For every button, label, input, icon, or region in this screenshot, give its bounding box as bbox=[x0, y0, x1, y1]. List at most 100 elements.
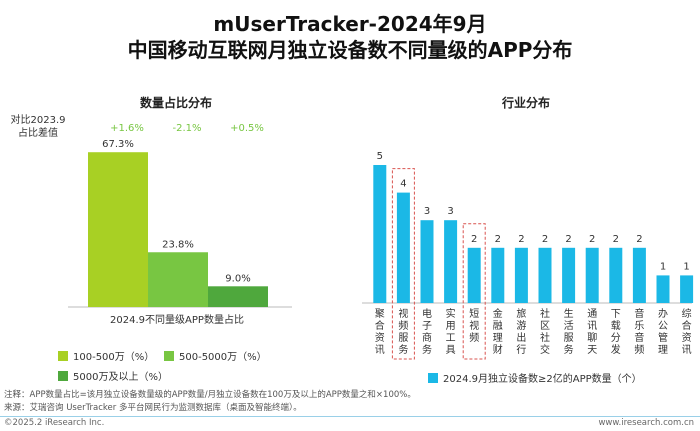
right-category-char: 服 bbox=[564, 332, 574, 344]
right-category-char: 务 bbox=[564, 343, 574, 356]
right-bar-1 bbox=[373, 165, 387, 303]
right-value-label-10: 2 bbox=[589, 234, 595, 245]
right-category-char: 旅 bbox=[516, 307, 526, 320]
right-category-char: 实 bbox=[446, 307, 456, 320]
legend-swatch-3 bbox=[58, 370, 68, 381]
right-value-label-14: 1 bbox=[683, 261, 689, 272]
right-legend: 2024.9月独立设备数≥2亿的APP数量（个） bbox=[428, 370, 642, 385]
right-bar-4 bbox=[444, 220, 458, 303]
left-value-label-3: 9.0% bbox=[225, 273, 250, 284]
right-category-label-12: 音乐音频 bbox=[634, 307, 644, 356]
left-diff-label-2: -2.1% bbox=[172, 123, 201, 134]
compare-label-line2: 占比差值 bbox=[18, 128, 58, 139]
right-category-char: 载 bbox=[611, 320, 621, 332]
right-category-char: 短 bbox=[469, 307, 479, 320]
left-value-label-1: 67.3% bbox=[102, 139, 134, 150]
right-category-char: 乐 bbox=[634, 320, 644, 332]
right-category-char: 分 bbox=[611, 332, 621, 344]
right-category-char: 视 bbox=[469, 319, 479, 332]
left-chart-title: 数量占比分布 bbox=[140, 96, 213, 110]
right-bar-11 bbox=[609, 247, 623, 303]
right-category-char: 游 bbox=[516, 319, 526, 332]
right-category-char: 发 bbox=[611, 343, 621, 356]
right-value-label-2: 4 bbox=[400, 179, 406, 190]
legend-swatch-1 bbox=[58, 350, 68, 361]
chart-title-line1: mUserTracker-2024年9月 bbox=[213, 12, 487, 36]
compare-label: 对比2023.9 占比差值 bbox=[4, 114, 72, 140]
right-category-char: 生 bbox=[564, 307, 574, 320]
right-category-char: 财 bbox=[493, 343, 503, 356]
right-category-char: 公 bbox=[658, 321, 668, 332]
right-value-label-5: 2 bbox=[471, 234, 477, 245]
right-value-label-4: 3 bbox=[447, 206, 453, 217]
right-value-label-9: 2 bbox=[565, 234, 571, 245]
right-bar-8 bbox=[538, 247, 552, 303]
copyright: ©2025.2 iResearch Inc. bbox=[4, 418, 105, 428]
right-category-char: 务 bbox=[422, 343, 432, 356]
right-bar-2 bbox=[396, 192, 410, 303]
right-category-char: 合 bbox=[682, 319, 692, 332]
right-category-char: 电 bbox=[422, 307, 432, 320]
right-bar-6 bbox=[491, 247, 505, 303]
right-category-char: 下 bbox=[611, 309, 621, 320]
legend-swatch-2 bbox=[164, 350, 174, 361]
right-value-label-13: 1 bbox=[660, 261, 666, 272]
right-category-label-1: 聚合资讯 bbox=[375, 308, 385, 356]
right-legend-swatch bbox=[428, 372, 438, 383]
right-category-char: 子 bbox=[422, 320, 432, 332]
right-category-char: 区 bbox=[540, 320, 550, 332]
right-category-char: 用 bbox=[446, 321, 456, 332]
footer-divider bbox=[0, 416, 700, 417]
left-diff-label-3: +0.5% bbox=[230, 123, 264, 134]
chart-title-line2: 中国移动互联网月独立设备数不同量级的APP分布 bbox=[127, 38, 573, 62]
right-category-label-7: 旅游出行 bbox=[516, 307, 526, 356]
website: www.iresearch.com.cn bbox=[598, 418, 694, 428]
right-category-label-6: 金融理财 bbox=[493, 307, 503, 356]
right-category-char: 行 bbox=[516, 343, 526, 356]
right-category-char: 通 bbox=[587, 308, 597, 320]
right-legend-label: 2024.9月独立设备数≥2亿的APP数量（个） bbox=[443, 374, 642, 385]
right-bar-13 bbox=[656, 275, 670, 303]
right-category-label-13: 办公管理 bbox=[658, 307, 668, 356]
right-category-char: 聊 bbox=[587, 331, 597, 344]
right-category-label-14: 综合资讯 bbox=[682, 307, 692, 356]
right-category-char: 理 bbox=[493, 332, 503, 344]
right-category-char: 讯 bbox=[682, 344, 692, 356]
left-diff-label-1: +1.6% bbox=[110, 123, 144, 134]
right-bar-7 bbox=[514, 247, 528, 303]
right-bar-9 bbox=[562, 247, 576, 303]
right-category-char: 交 bbox=[540, 343, 550, 356]
right-category-char: 频 bbox=[634, 343, 644, 356]
right-category-char: 具 bbox=[446, 344, 456, 356]
legend-label-1: 100-500万（%） bbox=[73, 352, 155, 363]
right-category-char: 聚 bbox=[375, 308, 385, 320]
right-bar-14 bbox=[680, 275, 694, 303]
right-chart-title: 行业分布 bbox=[502, 96, 551, 110]
right-category-char: 频 bbox=[469, 331, 479, 344]
right-category-label-4: 实用工具 bbox=[446, 307, 456, 356]
left-value-label-2: 23.8% bbox=[162, 239, 194, 250]
right-category-char: 社 bbox=[540, 307, 550, 320]
right-category-char: 商 bbox=[422, 331, 432, 344]
right-value-label-3: 3 bbox=[424, 206, 430, 217]
right-category-label-3: 电子商务 bbox=[422, 307, 432, 356]
right-category-char: 活 bbox=[564, 320, 574, 332]
right-category-char: 社 bbox=[540, 331, 550, 344]
right-category-char: 出 bbox=[516, 331, 526, 344]
legend-item-2: 500-5000万（%） bbox=[164, 348, 267, 363]
right-bar-10 bbox=[585, 247, 599, 303]
right-value-label-11: 2 bbox=[613, 234, 619, 245]
right-category-char: 办 bbox=[658, 307, 668, 320]
right-category-char: 音 bbox=[634, 331, 644, 344]
right-category-char: 工 bbox=[446, 333, 456, 344]
right-category-label-9: 生活服务 bbox=[564, 307, 574, 356]
right-bar-12 bbox=[632, 247, 646, 303]
highlight-box-2 bbox=[391, 168, 415, 360]
right-category-char: 融 bbox=[493, 320, 503, 332]
right-category-label-11: 下载分发 bbox=[611, 309, 621, 356]
right-category-char: 讯 bbox=[587, 320, 597, 332]
right-category-char: 务 bbox=[398, 343, 408, 356]
right-category-char: 服 bbox=[398, 332, 408, 344]
compare-label-line1: 对比2023.9 bbox=[10, 115, 66, 126]
right-category-char: 讯 bbox=[375, 344, 385, 356]
